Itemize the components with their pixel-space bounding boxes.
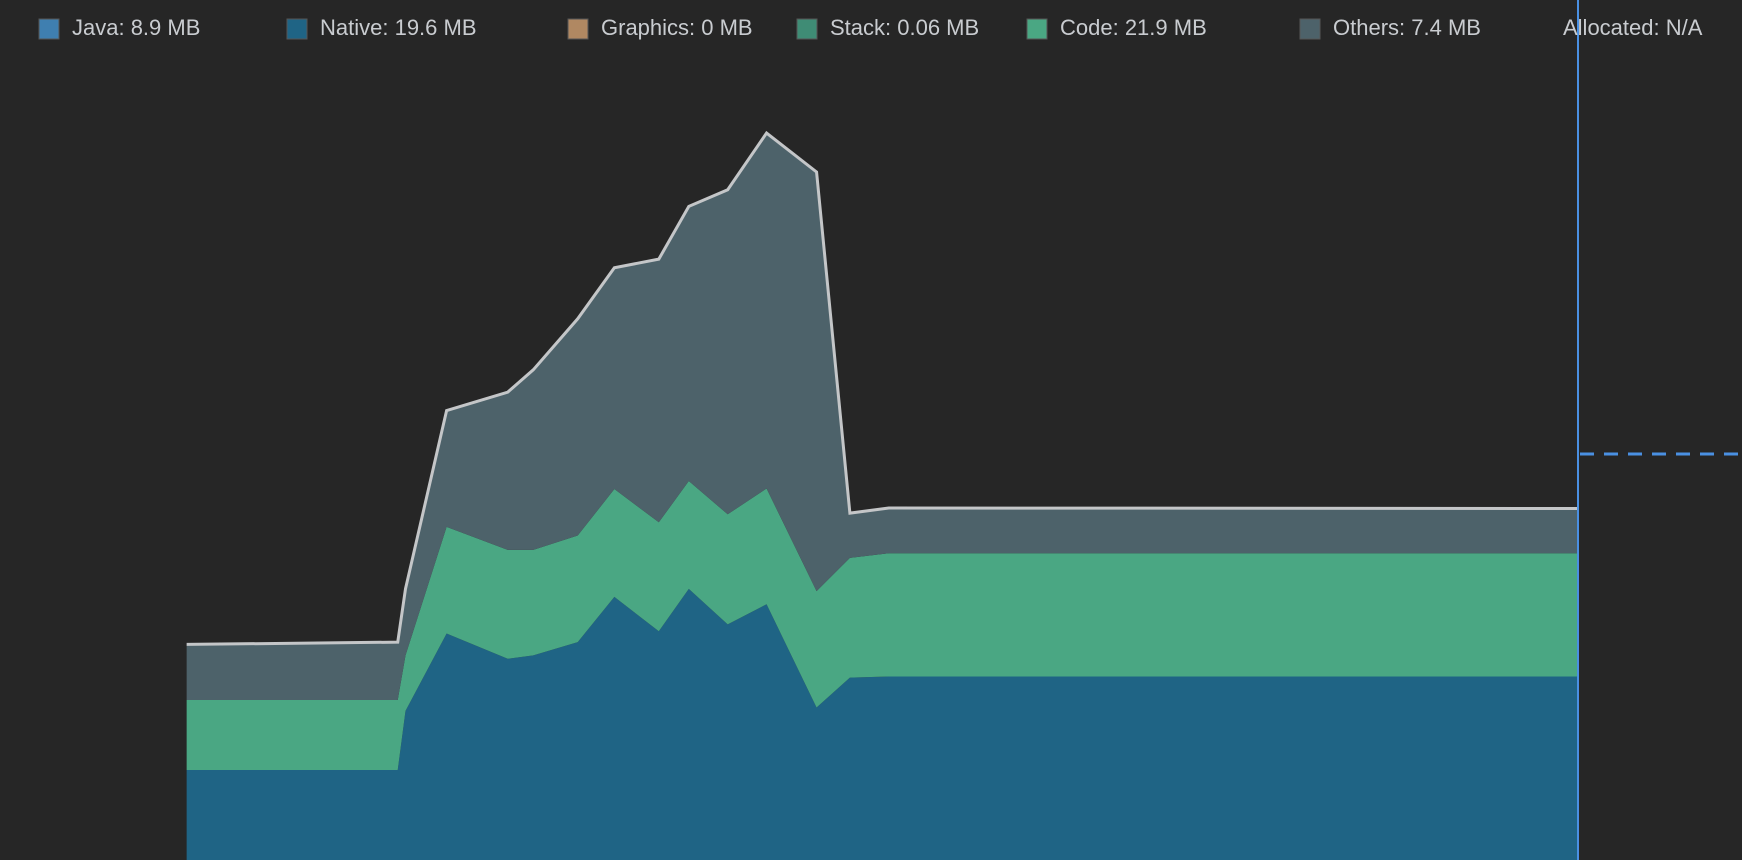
area [186,588,1578,860]
legend-swatch [567,18,589,40]
legend-label: Stack: 0.06 MB [830,15,979,40]
legend-swatch [1026,18,1048,40]
legend-label: Others: 7.4 MB [1333,15,1481,40]
legend-swatch [286,18,308,40]
legend-swatch [796,18,818,40]
total-outline [186,130,1578,646]
legend-label: Java: 8.9 MB [72,15,200,40]
areas [186,130,1578,860]
legend-label: Native: 19.6 MB [320,15,477,40]
legend-swatch [1299,18,1321,40]
legend-swatch [38,18,60,40]
legend-label: Code: 21.9 MB [1060,15,1207,40]
allocated-label: Allocated: N/A [1563,15,1703,40]
legend-label: Graphics: 0 MB [601,15,753,40]
